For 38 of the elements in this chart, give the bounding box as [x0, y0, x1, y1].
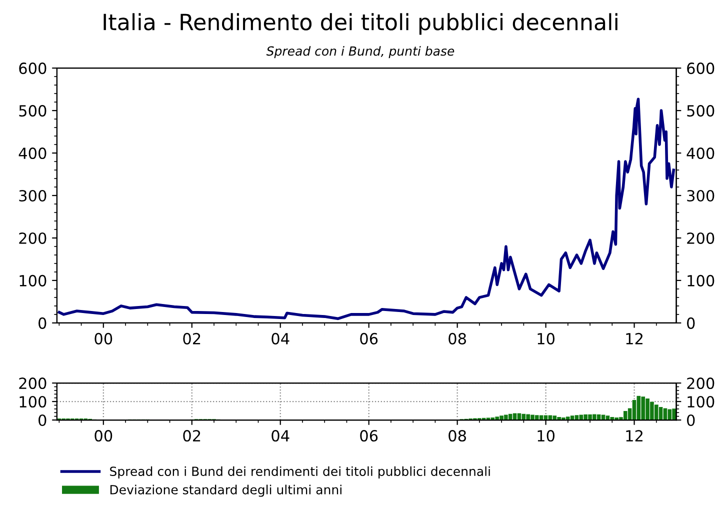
x-tick-label: 08 — [448, 332, 466, 344]
y2-tick-label: 0 — [687, 317, 695, 329]
y2-tick-label: 400 — [686, 148, 714, 160]
y-tick-label: 0 — [38, 414, 46, 426]
y2-tick-label: 300 — [687, 190, 714, 202]
x-tick-label: 12 — [626, 430, 642, 442]
y2-tick-label: 0 — [687, 414, 695, 426]
y-tick-label: 100 — [20, 396, 46, 408]
y-tick-label: 600 — [19, 62, 46, 74]
x-tick-label: 00 — [94, 332, 112, 344]
chart-title: Italia - Rendimento dei titoli pubblici decennali — [104, 13, 618, 35]
y2-tick-label: 100 — [688, 274, 714, 286]
x-tick-label: 06 — [360, 332, 378, 344]
y-tick-label: 200 — [19, 232, 46, 244]
y2-tick-label: 200 — [687, 232, 714, 244]
y2-tick-label: 200 — [687, 378, 714, 390]
x-tick-label: 10 — [538, 332, 554, 344]
x-tick-label: 08 — [448, 430, 466, 442]
y2-tick-label: 100 — [688, 396, 714, 408]
legend-label: Deviazione standard degli ultimi anni — [110, 484, 342, 497]
y-tick-label: 0 — [38, 317, 46, 329]
x-tick-label: 00 — [94, 430, 112, 442]
y-tick-label: 200 — [19, 378, 46, 390]
y2-tick-label: 600 — [687, 62, 714, 74]
x-tick-label: 04 — [272, 332, 290, 344]
y-tick-label: 500 — [19, 105, 46, 117]
x-tick-label: 12 — [626, 332, 642, 344]
legend-label: Spread con i Bund dei rendimenti dei titoli pubblici decennali — [110, 466, 490, 478]
x-tick-label: 02 — [183, 430, 200, 442]
x-tick-label: 10 — [538, 430, 554, 442]
x-tick-label: 04 — [272, 430, 290, 442]
chart-subtitle: Spread con i Bund, punti base — [266, 46, 454, 58]
x-tick-label: 02 — [183, 332, 200, 344]
y-tick-label: 400 — [18, 148, 46, 160]
x-tick-label: 06 — [360, 430, 378, 442]
y-tick-label: 100 — [20, 274, 46, 286]
y-tick-label: 300 — [19, 190, 46, 202]
y2-tick-label: 500 — [687, 105, 714, 117]
